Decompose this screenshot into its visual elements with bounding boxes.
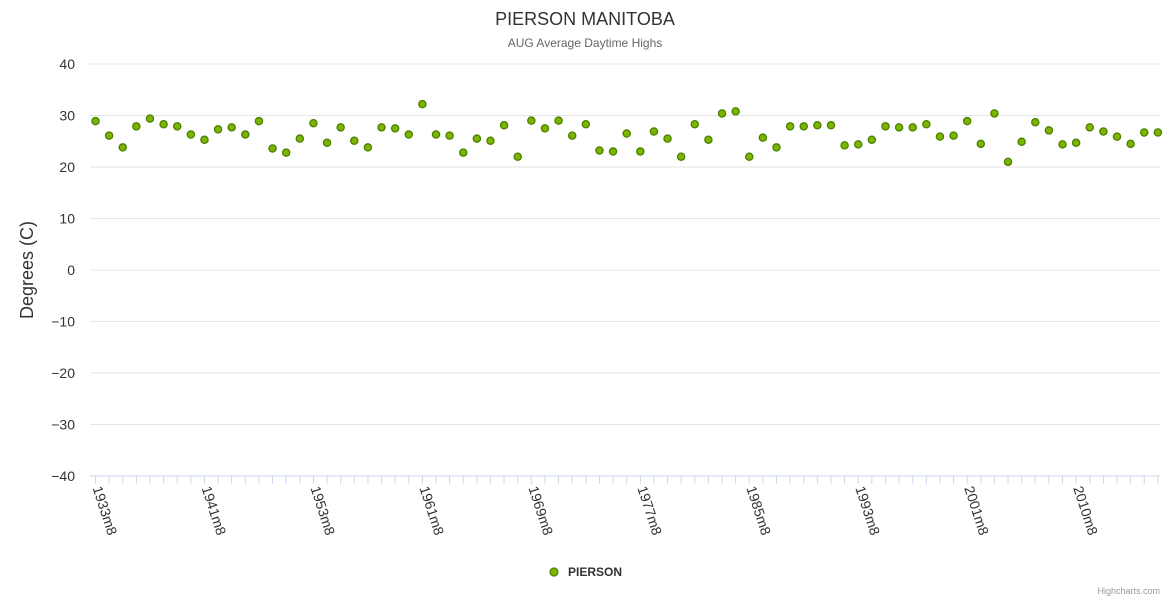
data-point[interactable]	[813, 121, 822, 130]
credits-link[interactable]: Highcharts.com	[1097, 586, 1160, 596]
data-point[interactable]	[377, 123, 386, 132]
data-point[interactable]	[867, 135, 877, 144]
data-point[interactable]	[363, 143, 373, 152]
data-point[interactable]	[445, 131, 454, 140]
data-point[interactable]	[527, 116, 536, 125]
data-point[interactable]	[268, 144, 277, 153]
y-tick-label: −30	[51, 417, 75, 433]
data-point[interactable]	[309, 118, 318, 128]
data-point[interactable]	[1112, 132, 1122, 141]
y-tick-label: 30	[59, 108, 75, 124]
data-point[interactable]	[322, 138, 332, 148]
data-point[interactable]	[990, 109, 999, 118]
data-point[interactable]	[254, 116, 264, 126]
data-point[interactable]	[962, 116, 972, 126]
data-point[interactable]	[145, 114, 155, 123]
data-point[interactable]	[608, 147, 618, 156]
data-point[interactable]	[663, 134, 672, 143]
data-point[interactable]	[908, 123, 917, 132]
data-point[interactable]	[499, 121, 509, 130]
data-point[interactable]	[336, 123, 345, 132]
y-tick-label: 0	[67, 262, 75, 278]
data-point[interactable]	[1017, 137, 1026, 147]
legend-marker-icon	[549, 567, 559, 577]
data-point[interactable]	[472, 134, 482, 143]
data-point[interactable]	[1071, 138, 1081, 148]
legend-label: PIERSON	[568, 565, 622, 579]
data-point[interactable]	[717, 109, 727, 118]
y-tick-label: 40	[59, 56, 75, 72]
data-point[interactable]	[758, 133, 768, 142]
data-point[interactable]	[826, 121, 836, 130]
data-point[interactable]	[595, 146, 604, 155]
data-point[interactable]	[213, 125, 223, 134]
data-point[interactable]	[227, 123, 236, 132]
y-tick-label: −40	[51, 468, 75, 484]
data-point[interactable]	[881, 122, 890, 131]
data-point[interactable]	[745, 152, 754, 161]
data-point[interactable]	[922, 120, 931, 129]
data-point[interactable]	[649, 127, 659, 136]
data-point[interactable]	[622, 129, 631, 138]
data-point[interactable]	[1031, 117, 1040, 127]
chart-title: PIERSON MANITOBA	[495, 9, 675, 29]
data-point[interactable]	[1139, 128, 1149, 137]
chart-subtitle: AUG Average Daytime Highs	[508, 36, 663, 50]
data-point[interactable]	[390, 124, 400, 133]
y-axis-labels: 40 30 20 10 0 −10 −20 −30 −40	[51, 56, 75, 484]
data-point[interactable]	[772, 143, 781, 152]
data-point[interactable]	[1058, 140, 1067, 149]
data-point[interactable]	[132, 122, 141, 131]
data-point[interactable]	[104, 131, 114, 140]
data-point[interactable]	[159, 120, 168, 129]
data-point[interactable]	[513, 152, 522, 161]
data-point[interactable]	[935, 132, 945, 141]
data-point[interactable]	[281, 148, 291, 157]
y-tick-label: −10	[51, 314, 75, 330]
data-point[interactable]	[1085, 123, 1095, 132]
data-point[interactable]	[894, 123, 904, 132]
data-point[interactable]	[1153, 128, 1163, 137]
data-point[interactable]	[976, 139, 986, 149]
y-tick-label: 20	[59, 159, 75, 175]
data-point[interactable]	[418, 99, 427, 109]
data-point[interactable]	[91, 116, 100, 126]
data-point[interactable]	[540, 124, 550, 133]
data-point[interactable]	[853, 140, 863, 149]
data-point[interactable]	[200, 135, 209, 144]
data-point[interactable]	[295, 134, 305, 143]
data-point[interactable]	[172, 122, 182, 131]
legend-item-pierson[interactable]: PIERSON	[549, 565, 622, 579]
data-point[interactable]	[840, 141, 849, 150]
data-point[interactable]	[241, 130, 250, 139]
data-point[interactable]	[554, 116, 563, 125]
data-point[interactable]	[636, 147, 645, 156]
data-point[interactable]	[1099, 127, 1108, 136]
y-tick-label: −20	[51, 365, 75, 381]
data-point[interactable]	[690, 120, 700, 129]
data-point[interactable]	[949, 131, 958, 140]
data-point[interactable]	[186, 130, 196, 139]
data-point[interactable]	[567, 131, 577, 140]
data-point[interactable]	[785, 122, 795, 131]
data-point[interactable]	[581, 120, 591, 129]
y-tick-label: 10	[59, 211, 75, 227]
data-point[interactable]	[1126, 139, 1135, 149]
data-point[interactable]	[350, 136, 359, 145]
data-points	[91, 99, 1163, 167]
data-point[interactable]	[458, 148, 468, 157]
data-point[interactable]	[676, 152, 686, 161]
data-point[interactable]	[404, 130, 414, 139]
data-point[interactable]	[731, 107, 740, 116]
data-point[interactable]	[1003, 157, 1013, 167]
data-point[interactable]	[118, 143, 127, 152]
data-point[interactable]	[486, 136, 495, 145]
y-axis-title: Degrees (C)	[17, 221, 37, 319]
data-point[interactable]	[431, 130, 441, 139]
data-point[interactable]	[704, 135, 713, 144]
data-point[interactable]	[1044, 126, 1054, 135]
data-point[interactable]	[799, 122, 808, 131]
